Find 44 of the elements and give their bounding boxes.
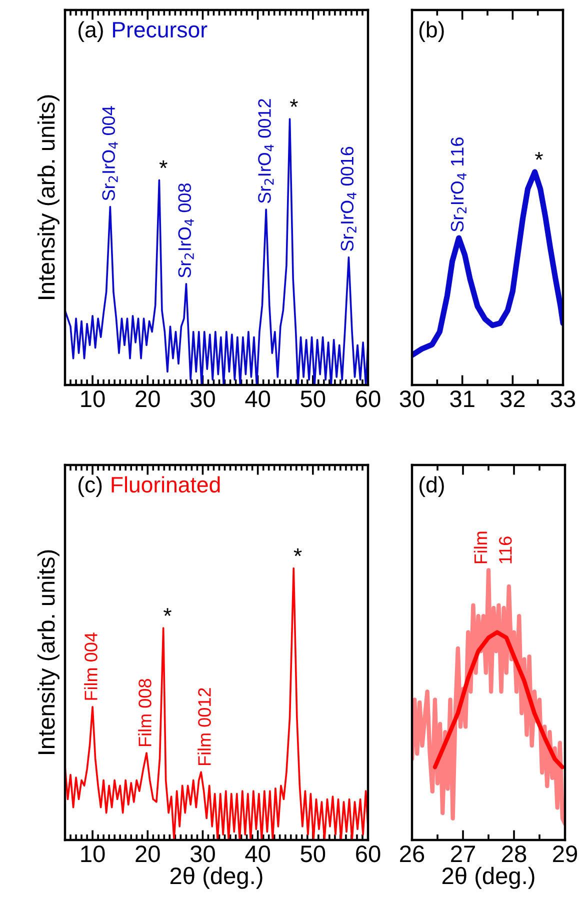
annotation: Film 0012: [198, 688, 211, 766]
annotation: Sr$_{2}$IrO$_{4}$ 0016: [340, 146, 356, 251]
annotation: *: [159, 160, 168, 168]
x-tick-label: 29: [553, 845, 578, 862]
x-tick-label: 60: [356, 845, 380, 862]
x-tick-label: 10: [81, 390, 105, 408]
x-tick-label: 32: [500, 390, 525, 408]
annotation: Film 004: [84, 632, 98, 700]
x-tick-label: 10: [81, 845, 105, 862]
annotation: Film 116: [474, 532, 512, 564]
x-tick-label: 31: [450, 390, 474, 408]
x-tick-label: 30: [400, 390, 424, 408]
x-tick-label: 40: [245, 845, 270, 862]
x-tick-label: 40: [245, 390, 270, 408]
annotation: Sr$_{2}$IrO$_{4}$ 004: [102, 106, 118, 200]
x-tick-label: 60: [356, 390, 380, 408]
x-tick-label: 20: [136, 845, 160, 862]
y-axis-title: Intensity (arb. units): [37, 95, 60, 299]
x-tick-label: 27: [451, 845, 475, 862]
x-tick-label: 30: [190, 390, 215, 408]
annotation: Sr$_{2}$IrO$_{4}$ 0012: [258, 99, 274, 204]
x-tick-label: 20: [136, 390, 160, 408]
x-tick-label: 26: [400, 845, 424, 862]
annotation: Sr$_{2}$IrO$_{4}$ 116: [450, 138, 466, 232]
annotation: Sr$_{2}$IrO$_{4}$ 008: [178, 183, 194, 278]
x-tick-label: 50: [300, 845, 326, 862]
text: (b): [419, 21, 444, 42]
text: Fluorinated: [112, 476, 220, 493]
text: Precursor: [113, 22, 208, 38]
x-tick-label: 28: [502, 845, 526, 862]
annotation: *: [535, 152, 543, 160]
text: (c): [78, 476, 102, 497]
text: (d): [420, 476, 444, 497]
annotation: *: [290, 99, 298, 107]
x-axis-title: 2θ (deg.): [442, 866, 534, 889]
y-axis-title: Intensity (arb. units): [37, 550, 60, 754]
annotation: Film 008: [138, 679, 152, 746]
text: (a): [78, 21, 103, 42]
annotation: *: [164, 608, 172, 616]
x-tick-label: 33: [550, 390, 576, 408]
x-tick-label: 30: [190, 845, 215, 862]
x-axis-title: 2θ (deg.): [170, 866, 262, 889]
annotation: *: [294, 548, 302, 556]
x-tick-label: 50: [300, 390, 326, 408]
